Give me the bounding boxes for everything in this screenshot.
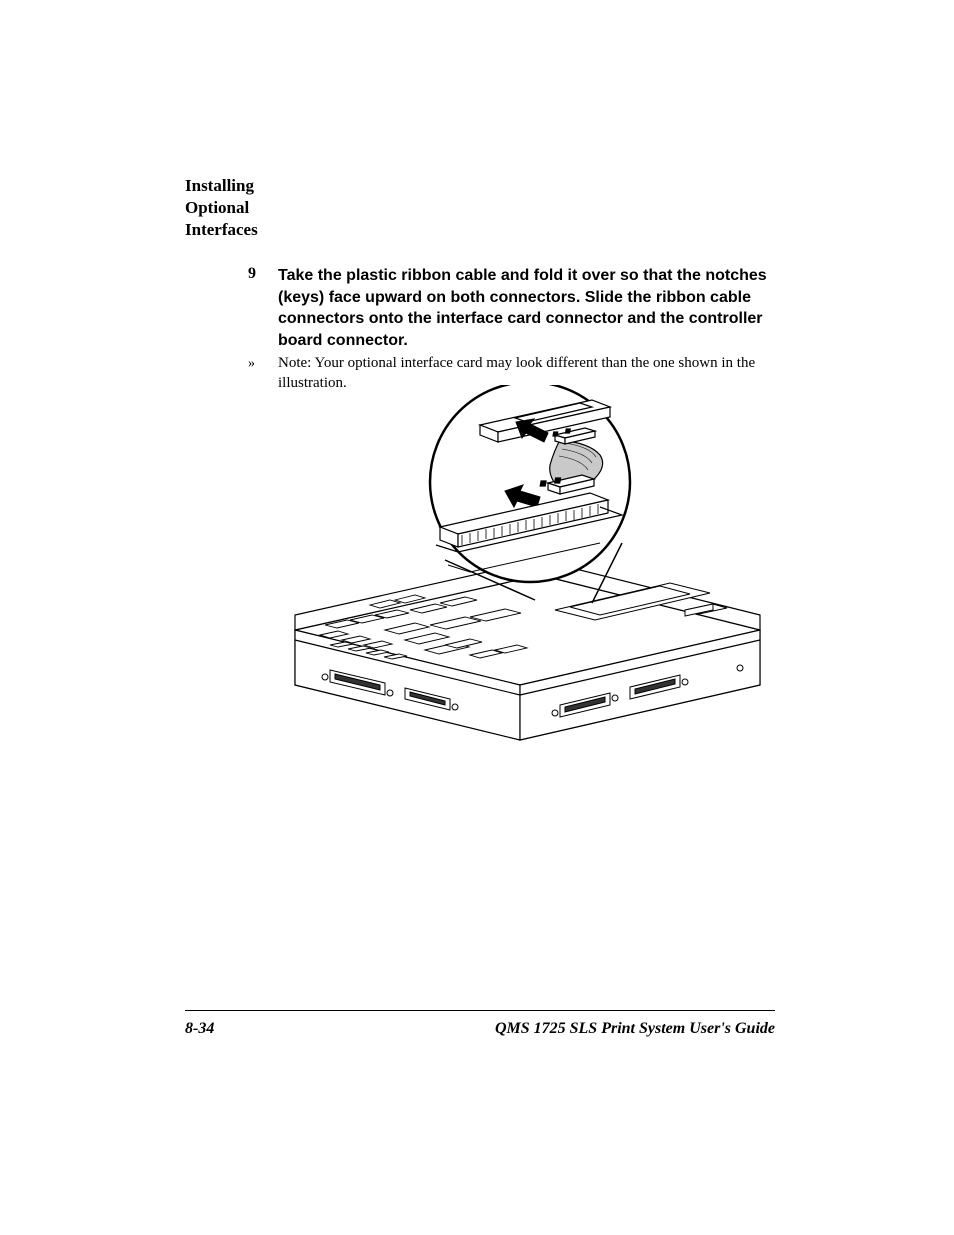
footer-rule bbox=[185, 1010, 775, 1011]
document-page: Installing Optional Interfaces 9 Take th… bbox=[0, 0, 954, 1235]
header-line-2: Optional bbox=[185, 197, 258, 219]
header-line-3: Interfaces bbox=[185, 219, 258, 241]
guide-title: QMS 1725 SLS Print System User's Guide bbox=[495, 1020, 775, 1038]
header-line-1: Installing bbox=[185, 175, 258, 197]
note-marker: » bbox=[248, 356, 255, 372]
page-number: 8-34 bbox=[185, 1020, 214, 1038]
step-text: Take the plastic ribbon cable and fold i… bbox=[278, 265, 773, 351]
step-number: 9 bbox=[248, 265, 256, 283]
technical-illustration bbox=[230, 385, 775, 750]
board-diagram-svg bbox=[230, 385, 775, 750]
page-footer: 8-34 QMS 1725 SLS Print System User's Gu… bbox=[185, 1020, 775, 1038]
section-header: Installing Optional Interfaces bbox=[185, 175, 258, 241]
